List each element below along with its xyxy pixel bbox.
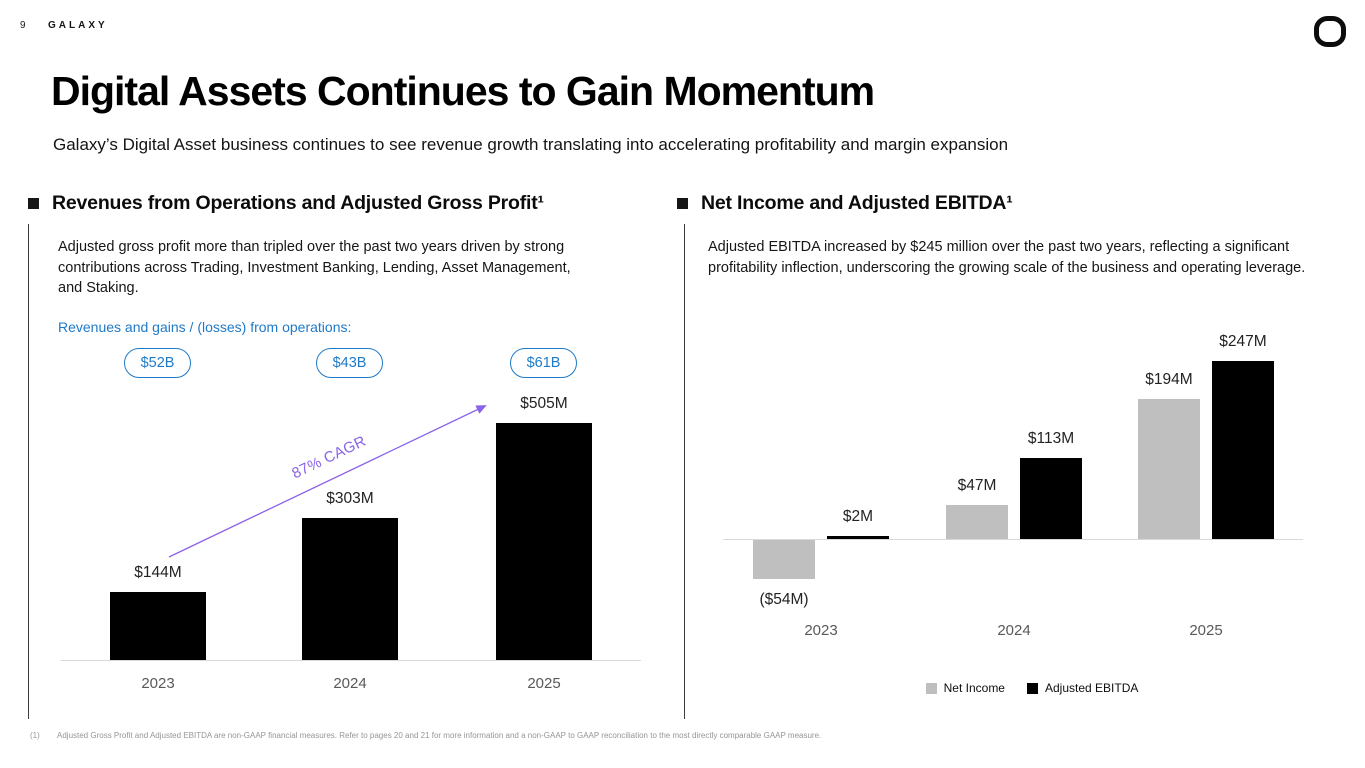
legend-item-net-income: Net Income [925,681,1005,696]
slide-subtitle: Galaxy’s Digital Asset business continue… [53,135,1009,154]
legend-item-adjusted-ebitda: Adjusted EBITDA [1026,681,1139,696]
section-body-text: Adjusted gross profit more than tripled … [58,239,571,297]
x-axis-line [61,659,641,661]
section-header: Revenues from Operations and Adjusted Gr… [28,192,646,215]
chart-bar [946,505,1008,540]
bar-value-label: $194M [1145,371,1193,389]
revenue-pill: $61B [510,347,577,378]
chart-bar [496,422,592,660]
chart-bar [110,591,206,660]
chart-bar [827,536,889,540]
brand-wordmark: GALAXY [48,20,108,31]
x-axis-label: 2024 [997,622,1031,640]
footnote-text: Adjusted Gross Profit and Adjusted EBITD… [57,731,822,740]
bar-value-label: $505M [520,394,568,412]
cagr-annotation: 87% CAGR [289,432,369,483]
footnote-marker: (1) [30,731,40,740]
adjusted-ebitda-swatch-icon [1026,682,1038,694]
gross-profit-bar-chart: 87% CAGR $52B $144M 2023 $43B $303M 2024 $61B $… [61,339,643,697]
square-bullet-icon [28,198,39,209]
slide-title: Digital Assets Continues to Gain Momentu… [51,68,875,114]
chart-bar [1138,399,1200,540]
x-axis-label: 2025 [527,674,561,692]
x-axis-label: 2025 [1189,622,1223,640]
net-income-swatch-icon [925,682,937,694]
section-revenues-gross-profit: Revenues from Operations and Adjusted Gr… [28,192,646,719]
bar-value-label: $144M [134,563,182,581]
chart-bar [1020,458,1082,540]
section-content: Adjusted EBITDA increased by $245 millio… [684,224,1337,719]
square-bullet-icon [677,198,688,209]
chart-bar [1212,361,1274,540]
revenue-callout-label: Revenues and gains / (losses) from opera… [58,318,352,335]
revenue-pill: $52B [124,347,191,378]
legend-label: Net Income [943,681,1005,696]
galaxy-logo-icon [1314,16,1346,47]
section-body-text: Adjusted EBITDA increased by $245 millio… [708,239,1306,276]
section-content: Adjusted gross profit more than tripled … [28,224,646,719]
chart-bar [302,517,398,660]
net-income-ebitda-bar-chart: Net Income Adjusted EBITDA 2023 ($54M) $2M… [708,324,1308,704]
bar-value-label: $303M [326,489,374,507]
section-title: Revenues from Operations and Adjusted Gr… [52,192,544,214]
bar-value-label: $2M [842,508,874,526]
legend-label: Adjusted EBITDA [1044,681,1139,696]
chart-legend: Net Income Adjusted EBITDA [708,681,1308,695]
revenue-pill: $43B [316,347,383,378]
section-header: Net Income and Adjusted EBITDA¹ [677,192,1337,215]
x-axis-label: 2023 [804,622,838,640]
x-axis-line [723,539,1303,541]
bar-value-label: $247M [1219,333,1267,351]
footnote: (1) Adjusted Gross Profit and Adjusted EB… [30,731,821,740]
bar-value-label: $113M [1027,430,1075,448]
bar-value-label: ($54M) [759,591,809,609]
x-axis-label: 2024 [333,674,367,692]
page-number: 9 [20,20,26,31]
bar-value-label: $47M [957,477,997,495]
section-title: Net Income and Adjusted EBITDA¹ [701,192,1013,214]
section-net-income-ebitda: Net Income and Adjusted EBITDA¹ Adjusted… [677,192,1337,719]
x-axis-label: 2023 [141,674,175,692]
chart-bar [753,540,815,580]
